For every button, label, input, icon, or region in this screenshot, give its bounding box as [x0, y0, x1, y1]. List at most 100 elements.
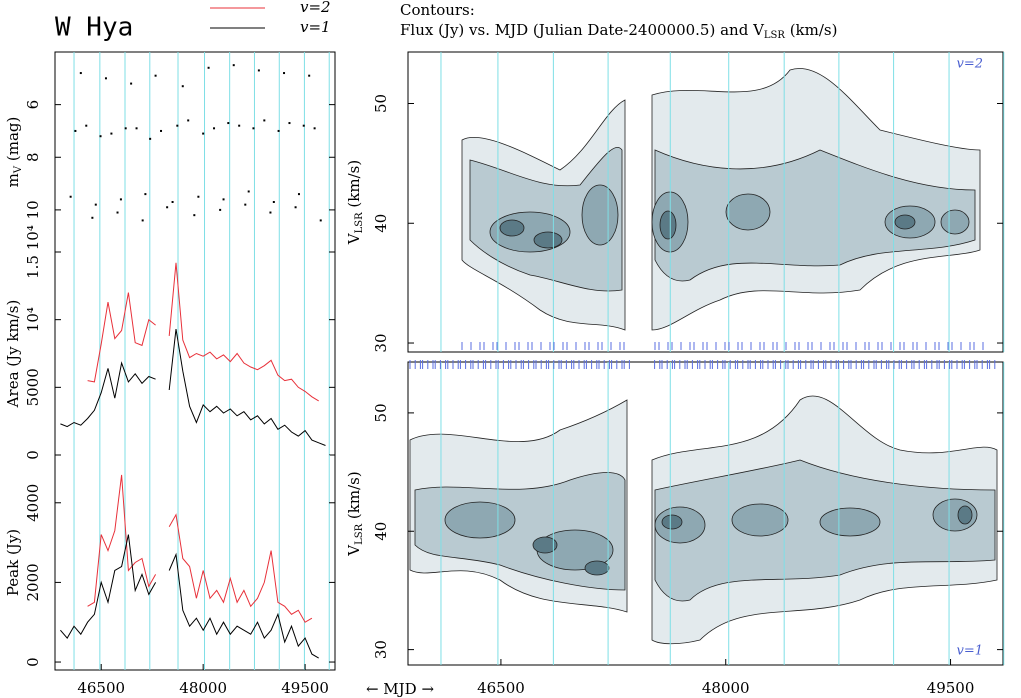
- point: [202, 132, 205, 135]
- y-tick-label: 0: [24, 450, 42, 460]
- y-tick-label: 50: [372, 94, 390, 113]
- figure-title: W Hya: [55, 13, 133, 43]
- point: [269, 211, 272, 214]
- y-axis-label: Area (Jy km/s): [4, 300, 22, 409]
- point: [176, 124, 179, 127]
- point: [99, 135, 102, 138]
- x-tick-label: 49500: [281, 679, 329, 697]
- point: [272, 201, 275, 203]
- y-axis-label-part: V: [345, 232, 363, 245]
- y-axis-label: VLSR (km/s): [345, 160, 365, 245]
- point: [110, 132, 113, 135]
- y-tick-label: 6: [24, 100, 42, 110]
- point: [288, 122, 291, 125]
- series-line: [87, 474, 313, 623]
- point: [257, 69, 260, 72]
- point: [91, 216, 94, 219]
- point: [232, 64, 235, 67]
- y-tick-label: 50: [372, 403, 390, 422]
- point: [227, 122, 230, 125]
- y-axis-label: VLSR (km/s): [345, 471, 365, 556]
- point: [69, 195, 72, 198]
- x-tick-label: 48000: [702, 679, 750, 697]
- legend-label: v=1: [300, 18, 331, 36]
- point: [252, 127, 255, 130]
- x-tick-label: 46500: [477, 679, 525, 697]
- series-line: [60, 534, 319, 659]
- point: [171, 201, 174, 203]
- point: [149, 137, 152, 140]
- top-contour-frame: [407, 51, 1004, 353]
- point: [124, 127, 127, 130]
- y-axis-label-part: V: [345, 544, 363, 557]
- x-tick-label: 49500: [927, 679, 975, 697]
- y-tick-label: 10: [24, 200, 42, 219]
- point: [197, 195, 200, 198]
- point: [104, 77, 107, 80]
- point: [219, 208, 222, 211]
- contour-title: Flux (Jy) vs. MJD (Julian Date-2400000.5…: [400, 21, 837, 41]
- point: [319, 219, 322, 222]
- y-axis-label: mV (mag): [4, 117, 24, 188]
- y-tick-label: 0: [24, 657, 42, 667]
- y-axis-label-part: V: [13, 165, 24, 174]
- x-axis-label: ← MJD →: [366, 680, 435, 698]
- y-axis-label-part: LSR: [354, 212, 365, 233]
- x-tick-label: 48000: [179, 679, 227, 697]
- point: [297, 193, 300, 196]
- point: [141, 219, 144, 222]
- point: [119, 198, 122, 201]
- x-tick-label: 46500: [77, 679, 125, 697]
- point: [244, 203, 247, 206]
- y-tick-label: 4000: [24, 484, 42, 522]
- y-tick-label: 1.5 10⁴: [24, 225, 42, 279]
- contour-fills: [409, 68, 998, 645]
- y-tick-label: 10⁴: [24, 307, 42, 332]
- point: [135, 127, 138, 130]
- contour-caption: Contours:: [400, 1, 475, 19]
- point: [222, 198, 225, 201]
- point: [283, 72, 286, 75]
- point: [181, 85, 184, 88]
- point: [160, 129, 163, 132]
- point: [277, 129, 280, 132]
- y-axis-label-part: (mag): [4, 117, 22, 166]
- point: [207, 66, 210, 69]
- panel-label: v=1: [956, 644, 983, 659]
- point: [313, 127, 316, 130]
- point: [294, 206, 297, 209]
- point: [193, 214, 196, 217]
- y-tick-label: 5000: [24, 368, 42, 406]
- point: [166, 206, 169, 209]
- y-axis-label-part: (km/s): [345, 471, 363, 524]
- point: [213, 127, 216, 130]
- y-tick-label: 2000: [24, 563, 42, 601]
- point: [238, 124, 241, 127]
- y-tick-label: 30: [372, 333, 390, 352]
- point: [308, 74, 311, 77]
- point: [79, 72, 82, 75]
- panel-label: v=2: [956, 57, 983, 72]
- y-tick-label: 30: [372, 640, 390, 659]
- left-frame: [54, 51, 336, 671]
- point: [74, 129, 77, 132]
- point: [130, 82, 133, 85]
- point: [144, 193, 147, 196]
- y-tick-label: 8: [24, 152, 42, 162]
- point: [94, 203, 97, 206]
- point: [85, 124, 88, 127]
- point: [302, 124, 305, 127]
- point: [263, 119, 266, 122]
- y-tick-label: 40: [372, 522, 390, 541]
- legend-label: v=2: [300, 0, 331, 16]
- series-line: [60, 329, 326, 446]
- point: [187, 119, 190, 122]
- y-axis-label-part: LSR: [354, 523, 365, 544]
- point: [154, 74, 157, 77]
- y-axis-label-part: m: [4, 173, 22, 187]
- point: [247, 190, 250, 193]
- y-tick-label: 40: [372, 214, 390, 233]
- y-axis-label-part: (km/s): [345, 160, 363, 213]
- y-axis-label: Peak (Jy): [4, 529, 22, 596]
